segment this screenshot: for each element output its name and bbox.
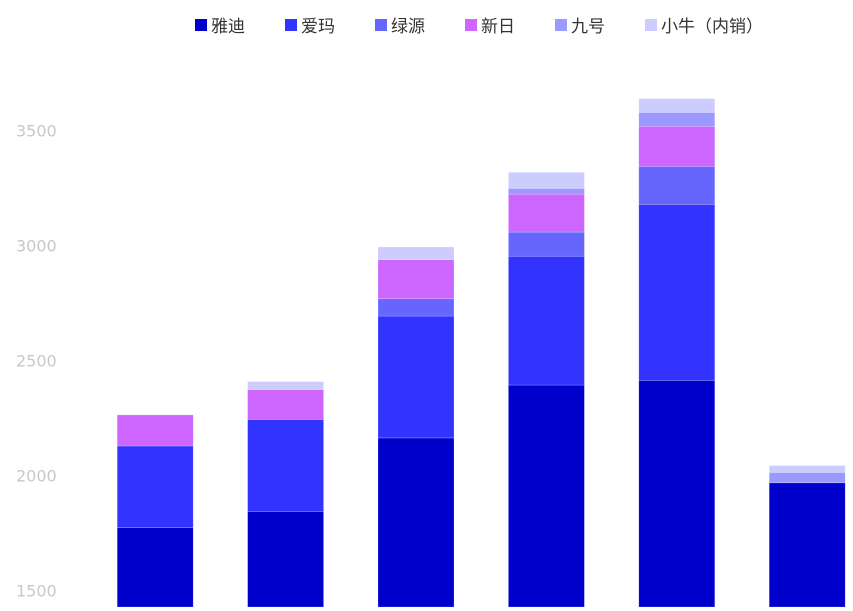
legend-swatch <box>285 18 297 31</box>
bar-segment <box>768 482 846 608</box>
legend-item[interactable]: 雅迪 <box>195 12 245 37</box>
legend-label: 九号 <box>571 17 605 37</box>
legend-swatch <box>645 18 657 31</box>
bar-segment <box>116 527 194 608</box>
legend-label: 雅迪 <box>211 17 245 37</box>
bar-segment <box>116 445 194 528</box>
bar-segment <box>638 98 716 113</box>
bar-segment <box>508 255 585 386</box>
legend-item[interactable]: 爱玛 <box>285 12 335 37</box>
legend-label: 新日 <box>481 17 515 37</box>
legend-item[interactable]: 九号 <box>555 12 605 37</box>
bar-segment <box>638 204 716 381</box>
bar-segment <box>247 511 324 608</box>
legend: 雅迪 爱玛 绿源 新日 九号 小牛（内销） <box>195 12 763 37</box>
bar-segment <box>638 112 716 127</box>
legend-swatch <box>555 18 567 31</box>
bar-segment <box>377 246 455 260</box>
bar-segment <box>247 389 324 420</box>
bar-segment <box>508 193 585 233</box>
bar-segment <box>116 414 194 447</box>
bar-segment <box>247 381 324 390</box>
y-tick-label: 1500 <box>16 582 57 601</box>
y-tick-label: 3500 <box>16 122 57 141</box>
legend-swatch <box>465 18 477 31</box>
bar-segment <box>508 231 585 257</box>
legend-swatch <box>195 18 207 31</box>
bar-segment <box>768 472 846 484</box>
bar-segment <box>508 384 585 608</box>
bar-segment <box>638 166 716 205</box>
y-tick-label: 2000 <box>16 467 57 486</box>
bar-segment <box>377 315 455 439</box>
y-tick-label: 3000 <box>16 237 57 256</box>
legend-label: 爱玛 <box>301 17 335 37</box>
legend-item[interactable]: 新日 <box>465 12 515 37</box>
legend-swatch <box>375 18 387 31</box>
legend-item[interactable]: 绿源 <box>375 12 425 37</box>
bar-segment <box>247 419 324 512</box>
legend-item[interactable]: 小牛（内销） <box>645 12 763 37</box>
bar-segment <box>377 259 455 300</box>
legend-label: 绿源 <box>391 17 425 37</box>
bar-segment <box>377 437 455 608</box>
legend-label: 小牛（内销） <box>661 17 763 37</box>
bar-segment <box>638 380 716 608</box>
bar-segment <box>638 125 716 167</box>
y-tick-label: 2500 <box>16 352 57 371</box>
bar-segment <box>508 171 585 189</box>
bar-segment <box>508 188 585 195</box>
bar-segment <box>768 465 846 473</box>
bar-segment <box>377 298 455 317</box>
